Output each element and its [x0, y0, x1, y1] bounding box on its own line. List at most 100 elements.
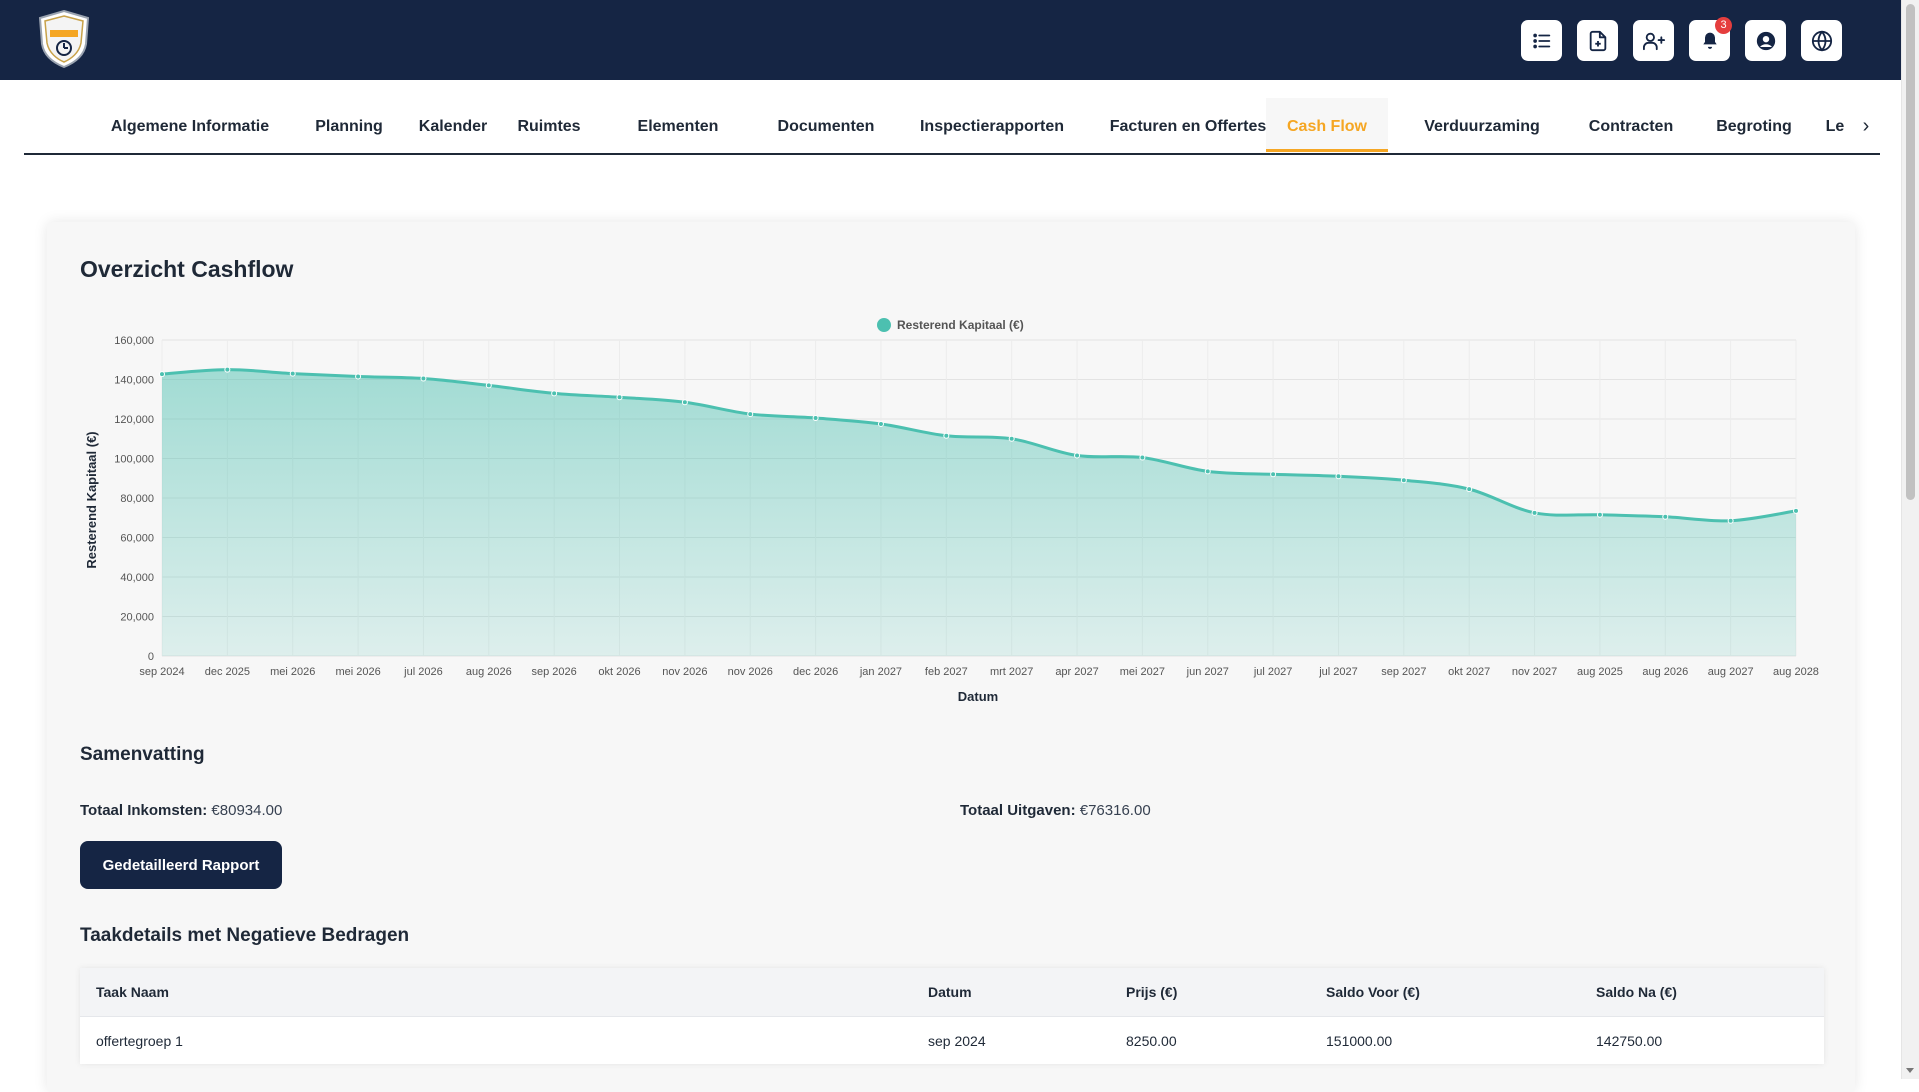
x-tick-label: mei 2027	[1120, 666, 1165, 678]
tab-cash-flow[interactable]: Cash Flow	[1266, 98, 1388, 152]
chart-legend[interactable]: Resterend Kapitaal (€)	[877, 318, 1024, 332]
data-point[interactable]	[355, 373, 362, 380]
tab-planning[interactable]: Planning	[315, 118, 383, 135]
mjop-manager-logo[interactable]	[38, 9, 90, 69]
column-header[interactable]: Taak Naam	[96, 984, 169, 1000]
x-tick-label: jul 2026	[403, 666, 443, 678]
x-tick-label: okt 2026	[598, 666, 640, 678]
x-tick-label: mrt 2027	[990, 666, 1033, 678]
y-tick-label: 160,000	[114, 335, 154, 347]
data-point[interactable]	[1270, 471, 1277, 478]
tab-inspectierapporten[interactable]: Inspectierapporten	[919, 118, 1065, 135]
x-tick-label: jul 2027	[1318, 666, 1358, 678]
cashflow-card	[47, 222, 1855, 1092]
column-header[interactable]: Prijs (€)	[1126, 984, 1178, 1000]
table-row[interactable]: offertegroep 1 sep 2024 8250.00 151000.0…	[80, 1016, 1824, 1064]
x-tick-label: sep 2026	[532, 666, 577, 678]
data-point[interactable]	[812, 415, 819, 422]
tab-documenten[interactable]: Documenten	[777, 118, 875, 135]
data-point[interactable]	[1531, 509, 1538, 516]
data-point[interactable]	[1400, 477, 1407, 484]
x-tick-label: feb 2027	[925, 666, 968, 678]
page-scrollbar[interactable]	[1901, 0, 1919, 1079]
data-point[interactable]	[551, 390, 558, 397]
tab-bar: Algemene Informatie Planning Kalender Ru…	[24, 98, 1881, 155]
tab-kalender[interactable]: Kalender	[418, 118, 488, 135]
data-point[interactable]	[616, 394, 623, 401]
data-point[interactable]	[877, 420, 884, 427]
tab-le[interactable]: Le	[1825, 118, 1845, 135]
tasks-table: Taak Naam Datum Prijs (€) Saldo Voor (€)…	[80, 968, 1824, 1064]
detailed-report-button[interactable]: Gedetailleerd Rapport	[80, 841, 282, 889]
cashflow-area	[162, 369, 1796, 656]
tab-ruimtes[interactable]: Ruimtes	[517, 118, 581, 135]
tab-algemene-informatie[interactable]: Algemene Informatie	[110, 118, 270, 135]
data-point[interactable]	[224, 366, 231, 373]
scrollbar-thumb[interactable]	[1906, 4, 1915, 500]
tab-facturen-en-offertes[interactable]: Facturen en Offertes	[1109, 118, 1267, 135]
tab-elementen[interactable]: Elementen	[637, 118, 719, 135]
page-title: Overzicht Cashflow	[80, 256, 294, 282]
x-tick-label: mei 2026	[335, 666, 380, 678]
tab-contracten[interactable]: Contracten	[1588, 118, 1674, 135]
scroll-down-arrow-icon[interactable]	[1906, 1068, 1914, 1073]
data-point[interactable]	[1204, 468, 1211, 475]
legend-label: Resterend Kapitaal (€)	[897, 318, 1024, 332]
data-point[interactable]	[420, 375, 427, 382]
total-income-value: €80934.00	[211, 802, 283, 819]
balance-after-cell: 142750.00	[1596, 1033, 1663, 1049]
data-point[interactable]	[1596, 511, 1603, 518]
tab-begroting[interactable]: Begroting	[1716, 118, 1792, 135]
column-header[interactable]: Datum	[928, 984, 972, 1000]
x-tick-label: dec 2026	[793, 666, 838, 678]
y-tick-label: 140,000	[114, 375, 154, 387]
data-point[interactable]	[1139, 454, 1146, 461]
add-user-icon[interactable]	[1633, 20, 1674, 61]
notification-badge: 3	[1715, 17, 1732, 34]
balance-before-cell: 151000.00	[1326, 1033, 1393, 1049]
data-point[interactable]	[1466, 486, 1473, 493]
account-icon[interactable]	[1745, 20, 1786, 61]
x-tick-label: aug 2025	[1577, 666, 1623, 678]
y-tick-label: 60,000	[120, 533, 154, 545]
x-tick-label: okt 2027	[1448, 666, 1490, 678]
chevron-right-icon[interactable]: ›	[1851, 98, 1881, 152]
total-expenses: Totaal Uitgaven: €76316.00	[960, 802, 1151, 819]
data-point[interactable]	[1793, 507, 1799, 514]
column-header[interactable]: Saldo Na (€)	[1596, 984, 1677, 1000]
column-header[interactable]: Saldo Voor (€)	[1326, 984, 1420, 1000]
x-tick-label: nov 2027	[1512, 666, 1557, 678]
tab-verduurzaming[interactable]: Verduurzaming	[1424, 118, 1540, 135]
cashflow-chart: 0 20,000 40,000 60,000 80,000 100,000 120,000 1…	[84, 318, 1819, 704]
data-point[interactable]	[159, 371, 165, 378]
summary-title: Samenvatting	[80, 744, 205, 765]
bell-icon[interactable]: 3	[1689, 17, 1732, 61]
data-point[interactable]	[747, 411, 754, 418]
globe-icon[interactable]	[1801, 20, 1842, 61]
y-tick-label: 100,000	[114, 454, 154, 466]
data-point[interactable]	[289, 370, 296, 377]
add-document-icon[interactable]	[1577, 20, 1618, 61]
data-point[interactable]	[1335, 473, 1342, 480]
data-point[interactable]	[1008, 435, 1015, 442]
y-tick-label: 0	[148, 651, 154, 663]
data-point[interactable]	[1074, 452, 1081, 459]
x-tick-label: nov 2026	[728, 666, 773, 678]
y-tick-label: 80,000	[120, 493, 154, 505]
x-tick-label: aug 2028	[1773, 666, 1819, 678]
data-point[interactable]	[1662, 513, 1669, 520]
data-point[interactable]	[1727, 517, 1734, 524]
total-income-label: Totaal Inkomsten:	[80, 802, 208, 819]
table-header: Taak Naam Datum Prijs (€) Saldo Voor (€)…	[80, 968, 1824, 1016]
legend-swatch	[877, 318, 891, 332]
data-point[interactable]	[485, 382, 492, 389]
total-expenses-label: Totaal Uitgaven:	[960, 802, 1076, 819]
list-icon[interactable]	[1521, 20, 1562, 61]
x-tick-label: aug 2026	[466, 666, 512, 678]
x-tick-label: sep 2027	[1381, 666, 1426, 678]
task-name-cell: offertegroep 1	[96, 1033, 183, 1049]
y-axis-label: Resterend Kapitaal (€)	[84, 431, 99, 568]
data-point[interactable]	[943, 432, 950, 439]
data-point[interactable]	[681, 399, 688, 406]
x-tick-label: jan 2027	[859, 666, 902, 678]
